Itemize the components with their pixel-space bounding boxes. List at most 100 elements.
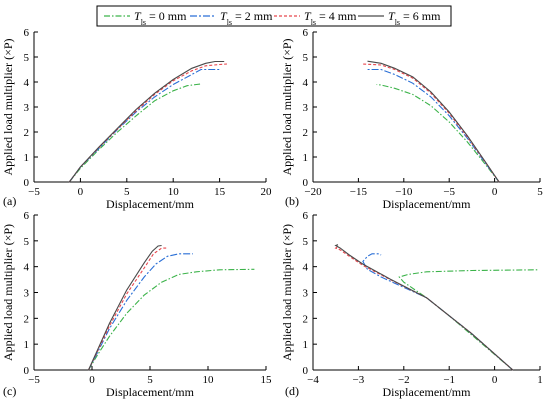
y-tick-label: 6 — [24, 210, 30, 222]
panels: −5 0 5 10 15 200123456Displacement/mmApplied … — [1, 27, 543, 399]
x-tick-label: 0 — [492, 374, 498, 386]
x-tick-label: 0 — [89, 374, 95, 386]
series-line — [367, 68, 500, 183]
y-axis-title: Applied load multiplier (×P) — [280, 38, 294, 175]
x-tick-label: 0 — [492, 186, 498, 198]
legend-subscript: ls — [311, 18, 316, 27]
y-tick-label: 5 — [24, 236, 30, 248]
legend-subscript: ls — [227, 18, 232, 27]
y-tick-label: 4 — [303, 262, 309, 274]
y-tick-label: 3 — [303, 288, 309, 300]
y-tick-label: 0 — [24, 365, 30, 377]
y-tick-label: 1 — [24, 339, 30, 351]
legend-subscript: ls — [141, 18, 146, 27]
x-tick-label: −4 — [307, 374, 319, 386]
legend: Tls = 0 mm Tls = 2 mm Tls = 4 mm Tls = 6 mm — [96, 5, 452, 27]
series-line — [88, 247, 167, 371]
legend-symbol: T — [304, 9, 312, 23]
x-axis-title: Displacement/mm — [106, 197, 195, 211]
x-tick-label: 15 — [261, 374, 273, 386]
series-line — [362, 63, 500, 183]
y-tick-label: 4 — [24, 77, 30, 89]
x-tick-label: 20 — [261, 186, 273, 198]
x-tick-label: −10 — [395, 186, 413, 198]
panel-label: (b) — [285, 194, 299, 208]
y-tick-label: 2 — [24, 313, 30, 325]
y-tick-label: 3 — [303, 102, 309, 114]
x-axis-title: Displacement/mm — [383, 197, 472, 211]
x-tick-label: −15 — [350, 186, 368, 198]
legend-symbol: T — [134, 9, 142, 23]
y-tick-label: 4 — [24, 262, 30, 274]
y-tick-label: 2 — [303, 127, 309, 139]
y-tick-label: 2 — [303, 313, 309, 325]
legend-label: Tls = 4 mm — [304, 9, 357, 27]
y-axis-title: Applied load multiplier (×P) — [1, 224, 15, 361]
y-tick-label: 6 — [303, 27, 309, 39]
x-tick-label: −3 — [353, 374, 365, 386]
y-tick-label: 5 — [24, 52, 30, 64]
y-tick-label: 4 — [303, 77, 309, 89]
series-line — [88, 253, 193, 371]
legend-value: = 0 mm — [146, 9, 187, 23]
y-tick-label: 3 — [24, 288, 30, 300]
y-tick-label: 5 — [303, 52, 309, 64]
legend-subscript: ls — [395, 18, 400, 27]
y-tick-label: 6 — [303, 210, 309, 222]
legend-value: = 4 mm — [316, 9, 357, 23]
y-tick-label: 1 — [303, 339, 309, 351]
series-line — [376, 83, 500, 183]
x-tick-label: 10 — [168, 186, 180, 198]
y-tick-label: 1 — [24, 152, 30, 164]
panel-label: (c) — [3, 384, 16, 398]
y-tick-label: 2 — [24, 127, 30, 139]
x-tick-label: 5 — [147, 374, 153, 386]
legend-label: Tls = 0 mm — [134, 9, 187, 27]
y-tick-label: 6 — [24, 27, 30, 39]
series-line — [68, 63, 228, 183]
y-tick-label: 0 — [303, 177, 309, 189]
chart-panel: −4 −3 −2 −1 0 1 0 1 2 3 4 5 6 Displacement/mm Applied … — [280, 210, 543, 399]
x-tick-label: −5 — [443, 186, 455, 198]
legend-item: Tls = 6 mm — [358, 9, 441, 27]
chart-panel: −5 0 5 10 15 200123456Displacement/mmApplied … — [1, 27, 272, 211]
x-tick-label: 0 — [78, 186, 84, 198]
y-tick-label: 0 — [24, 177, 30, 189]
y-tick-label: 3 — [24, 102, 30, 114]
series-line — [334, 246, 514, 371]
y-axis-title: Applied load multiplier (×P) — [280, 224, 294, 361]
chart-panel: −20 −15 −10 −5 0 5 0 1 2 3 4 5 6 Displacement/mm Appli… — [280, 27, 543, 211]
series-line — [68, 83, 202, 183]
x-tick-label: 5 — [537, 186, 543, 198]
series-line — [398, 269, 538, 371]
x-tick-label: 1 — [537, 374, 543, 386]
x-tick-label: −5 — [28, 186, 40, 198]
legend-items: Tls = 0 mm Tls = 2 mm Tls = 4 mm Tls = 6 mm — [104, 9, 441, 27]
legend-symbol: T — [220, 9, 228, 23]
series-line — [68, 68, 220, 183]
x-tick-label: −2 — [398, 374, 410, 386]
x-tick-label: 5 — [124, 186, 130, 198]
x-axis-title: Displacement/mm — [106, 385, 195, 399]
x-tick-label: 15 — [214, 186, 226, 198]
y-tick-label: 5 — [303, 236, 309, 248]
x-axis-title: Displacement/mm — [383, 385, 472, 399]
legend-label: Tls = 6 mm — [388, 9, 441, 27]
legend-item: Tls = 2 mm — [190, 9, 273, 27]
panel-label: (a) — [3, 194, 16, 208]
panel-label: (d) — [285, 384, 299, 398]
legend-symbol: T — [388, 9, 396, 23]
series-line — [334, 244, 514, 371]
x-tick-label: −20 — [304, 186, 322, 198]
legend-value: = 2 mm — [232, 9, 273, 23]
x-tick-label: 10 — [203, 374, 215, 386]
series-line — [88, 268, 255, 371]
series-line — [367, 60, 500, 183]
legend-item: Tls = 4 mm — [274, 9, 357, 27]
y-axis-title: Applied load multiplier (×P) — [1, 38, 15, 175]
legend-label: Tls = 2 mm — [220, 9, 273, 27]
legend-value: = 6 mm — [400, 9, 441, 23]
series-line — [68, 60, 225, 183]
